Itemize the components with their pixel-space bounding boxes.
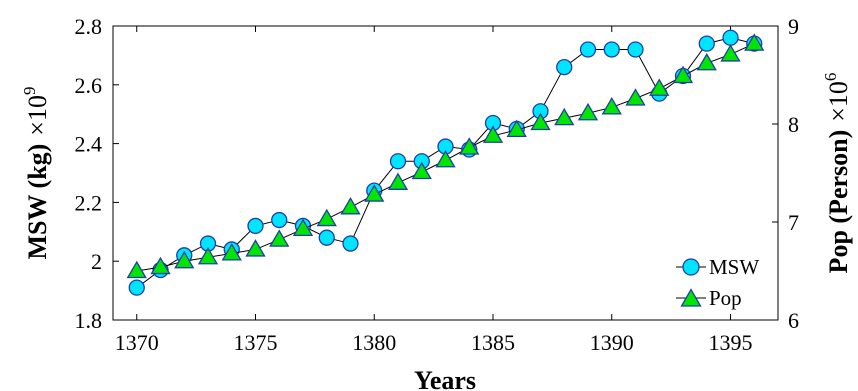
pop-data-point: [174, 250, 195, 269]
legend-msw-label: MSW: [709, 255, 759, 279]
msw-data-point: [579, 41, 597, 58]
legend: MSW Pop: [676, 255, 759, 310]
pop-data-point: [221, 243, 242, 261]
pop-data-point: [625, 88, 646, 106]
pop-data-point: [197, 246, 219, 265]
pop-data-point: [150, 256, 171, 275]
pop-data-point: [744, 33, 765, 51]
pop-data-point: [577, 102, 599, 121]
pop-data-point: [292, 218, 314, 237]
x-axis-title: Years: [414, 366, 476, 391]
left-y-tick-label: 2.8: [75, 14, 103, 39]
left-y-axis: 1.8 2 2.2 2.4 2.6 2.8: [75, 14, 119, 333]
msw-data-point: [556, 59, 573, 76]
legend-msw-marker: [682, 258, 700, 276]
legend-pop-marker: [680, 288, 702, 307]
msw-data-point: [271, 211, 288, 229]
msw-data-point: [627, 41, 644, 58]
right-y-axis-exponent: 6: [821, 73, 840, 82]
msw-data-point: [698, 35, 715, 52]
right-y-tick-label: 8: [788, 112, 799, 137]
x-tick-label: 1370: [115, 330, 159, 355]
pop-data-point: [411, 161, 432, 180]
x-tick-label: 1385: [471, 330, 515, 355]
right-y-tick-label: 7: [788, 210, 799, 235]
msw-data-point: [389, 153, 407, 170]
msw-data-point: [342, 235, 359, 252]
right-y-axis-multiplier: ×10: [824, 81, 853, 122]
series-group: [126, 29, 765, 296]
x-axis: 1370 1375 1380 1385 1390 1395: [115, 26, 753, 355]
left-y-tick-label: 2.6: [75, 73, 103, 98]
left-y-tick-label: 2: [91, 249, 102, 274]
right-y-axis-title: Pop (Person) ×106: [821, 73, 853, 274]
left-y-axis-exponent: 9: [20, 87, 39, 96]
msw-data-point: [247, 217, 264, 235]
msw-data-point: [318, 229, 335, 246]
pop-data-point: [126, 260, 147, 279]
msw-data-point: [722, 29, 739, 46]
x-tick-label: 1390: [590, 330, 634, 355]
x-tick-label: 1380: [352, 330, 396, 355]
pop-data-point: [245, 239, 266, 257]
pop-data-point: [435, 149, 456, 168]
left-y-tick-label: 2.2: [75, 190, 103, 215]
pop-data-point: [387, 172, 409, 190]
x-tick-label: 1375: [234, 330, 278, 355]
x-tick-label: 1395: [709, 330, 753, 355]
plot-area: [112, 25, 779, 321]
left-y-tick-label: 1.8: [75, 308, 103, 333]
right-y-axis-label: Pop (Person): [824, 130, 853, 274]
legend-pop-label: Pop: [709, 286, 742, 310]
pop-data-point: [269, 229, 290, 247]
pop-data-point: [482, 125, 504, 143]
right-y-tick-label: 6: [788, 308, 799, 333]
pop-data-point: [696, 52, 717, 71]
pop-data-point: [459, 137, 480, 155]
pop-data-point: [601, 97, 622, 115]
pop-data-point: [554, 107, 575, 126]
msw-data-point: [603, 41, 620, 58]
pop-data-point: [506, 119, 527, 138]
left-y-axis-multiplier: ×10: [23, 95, 52, 136]
pop-data-point: [720, 44, 741, 62]
left-y-tick-label: 2.4: [75, 132, 103, 157]
pop-data-point: [530, 112, 551, 131]
left-y-axis-title: MSW (kg) ×109: [20, 87, 52, 260]
pop-data-point: [649, 78, 670, 96]
right-y-axis: 6 7 8 9: [772, 14, 799, 333]
left-y-axis-label: MSW (kg): [23, 144, 52, 260]
right-y-tick-label: 9: [788, 14, 799, 39]
pop-data-point: [340, 197, 361, 215]
pop-data-point: [672, 65, 694, 84]
msw-data-point: [128, 279, 145, 296]
pop-data-point: [316, 208, 337, 227]
pop-data-point: [364, 184, 385, 202]
